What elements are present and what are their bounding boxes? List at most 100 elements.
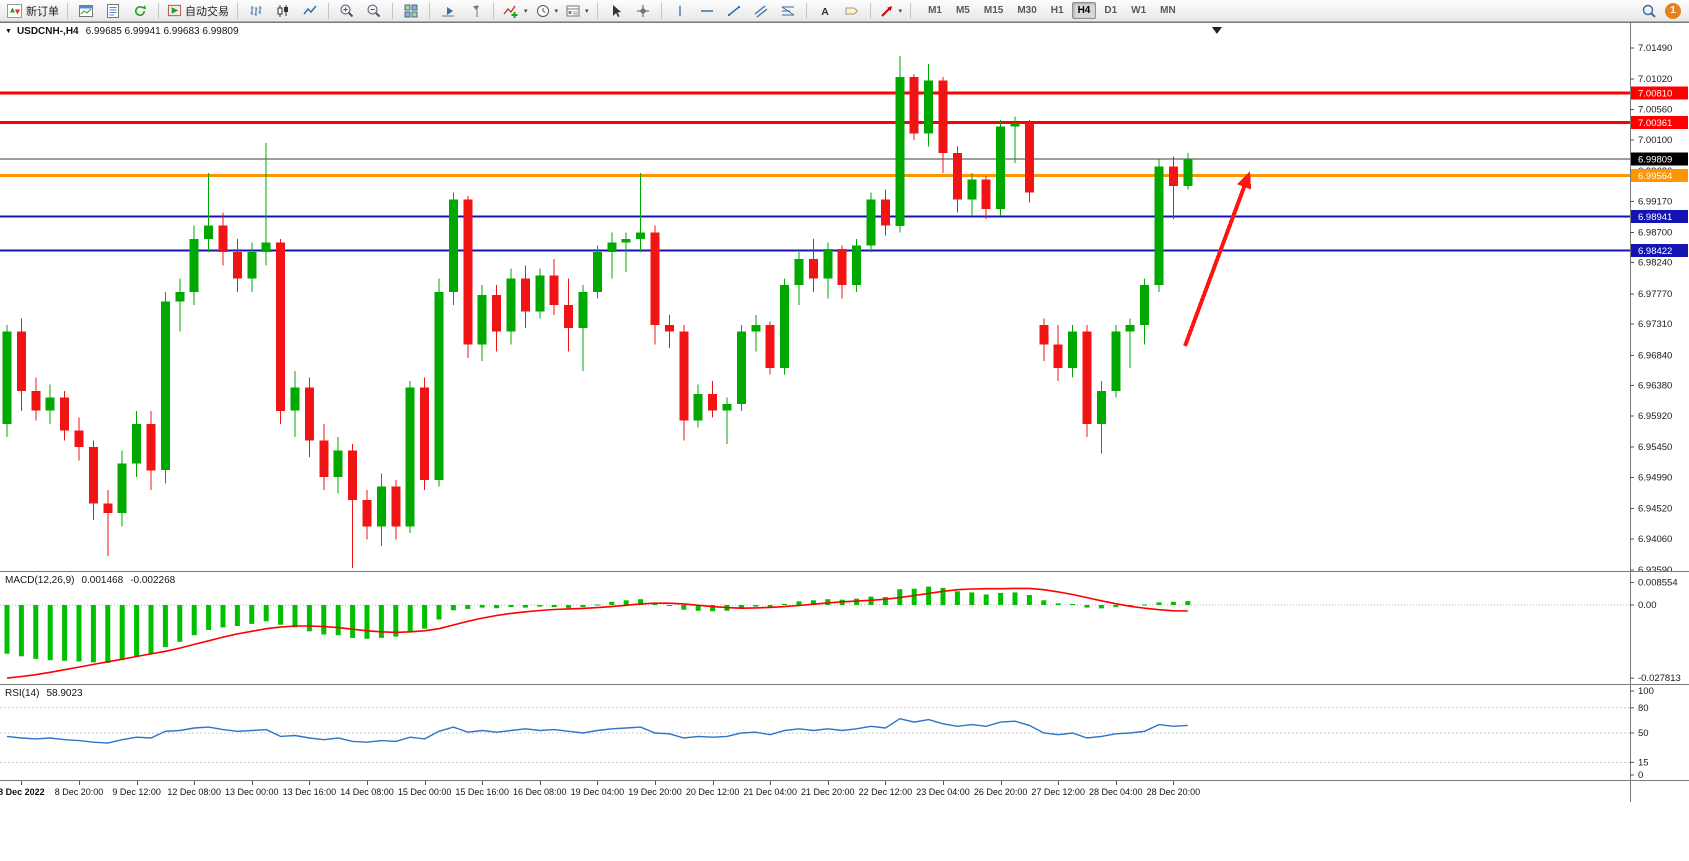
timeframe-button-w1[interactable]: W1: [1131, 5, 1147, 16]
time-label: 26 Dec 20:00: [973, 787, 1028, 797]
time-label: 16 Dec 08:00: [513, 787, 567, 797]
indicators-button[interactable]: ▾: [499, 0, 531, 22]
main-chart-canvas[interactable]: 7.014907.010207.005607.001006.996306.991…: [0, 23, 1689, 571]
timeframe-button-h4[interactable]: H4: [1071, 2, 1097, 19]
chart-window: 7.014907.010207.005607.001006.996306.991…: [0, 22, 1689, 861]
data-window-button[interactable]: [100, 0, 126, 22]
auto-trading-button[interactable]: 自动交易: [164, 0, 232, 22]
channel-icon: [754, 4, 767, 18]
svg-text:7.00100: 7.00100: [1638, 135, 1672, 146]
periods-button[interactable]: ▾: [532, 0, 562, 22]
trendline-tool-button[interactable]: [721, 0, 747, 22]
chart-shift-button[interactable]: [462, 0, 488, 22]
bar-chart-icon: [250, 5, 262, 16]
bar-chart-mode-button[interactable]: [243, 0, 269, 22]
chart-ohlc-values: 6.99685 6.99941 6.99683 6.99809: [85, 26, 239, 37]
search-button[interactable]: [1636, 0, 1662, 22]
tile-windows-icon: [404, 4, 418, 17]
line-chart-mode-button[interactable]: [297, 0, 323, 22]
trendline-icon: [727, 5, 740, 16]
timeframe-button-d1[interactable]: D1: [1104, 5, 1118, 16]
auto-scroll-button[interactable]: [435, 0, 461, 22]
toolbar-separator: [67, 2, 68, 19]
refresh-button[interactable]: [127, 0, 153, 22]
channel-tool-button[interactable]: [748, 0, 774, 22]
time-label: 9 Dec 12:00: [112, 787, 161, 797]
arrows-tool-button[interactable]: ▾: [876, 0, 906, 22]
macd-panel[interactable]: 0.008554 0.00 -0.027813 MACD(12,26,9) 0.00…: [0, 571, 1689, 684]
search-icon: [1642, 4, 1656, 18]
macd-label: MACD(12,26,9): [5, 575, 75, 586]
toolbar-separator: [660, 2, 662, 19]
svg-text:6.99170: 6.99170: [1638, 196, 1672, 207]
text-label-tool-button[interactable]: [839, 0, 865, 22]
svg-text:6.98422: 6.98422: [1638, 246, 1672, 257]
dropdown-caret-icon: ▾: [898, 7, 903, 15]
arrow-shape-icon: [880, 5, 892, 17]
time-label: 13 Dec 00:00: [225, 787, 279, 797]
text-tool-button[interactable]: A: [812, 0, 838, 22]
svg-text:0.008554: 0.008554: [1638, 578, 1678, 589]
svg-text:6.99809: 6.99809: [1638, 155, 1672, 166]
timeframe-button-m30[interactable]: M30: [1017, 5, 1037, 16]
time-label: 28 Dec 04:00: [1089, 787, 1143, 797]
candlestick-mode-button[interactable]: [270, 0, 296, 22]
toolbar-separator: [596, 2, 598, 19]
rsi-panel[interactable]: 100 80 50 15 0 RSI(14) 58.9023: [0, 684, 1689, 780]
toolbar-separator: [328, 2, 329, 19]
charts-window-button[interactable]: [73, 0, 99, 22]
crosshair-tool-button[interactable]: [630, 0, 656, 22]
zoom-out-button[interactable]: [361, 0, 387, 22]
horizontal-line-tool-button[interactable]: [694, 0, 720, 22]
time-label: 22 Dec 12:00: [858, 787, 913, 797]
one-click-trading-toggle[interactable]: ▼: [5, 28, 12, 35]
svg-text:7.00560: 7.00560: [1638, 105, 1672, 116]
svg-text:A: A: [821, 5, 829, 17]
macd-canvas[interactable]: 0.008554 0.00 -0.027813: [0, 572, 1689, 684]
svg-text:0.00: 0.00: [1638, 600, 1657, 611]
timeframe-button-m1[interactable]: M1: [928, 5, 942, 16]
templates-button[interactable]: ▾: [562, 0, 592, 22]
time-label: 8 Dec 2022: [0, 787, 45, 797]
svg-text:-0.027813: -0.027813: [1638, 673, 1681, 684]
toolbar-separator: [805, 2, 807, 19]
main-chart-panel[interactable]: 7.014907.010207.005607.001006.996306.991…: [0, 22, 1689, 571]
time-label: 23 Dec 04:00: [916, 787, 970, 797]
macd-histogram: [4, 586, 1191, 663]
auto-scroll-icon: [442, 6, 454, 16]
cursor-tool-button[interactable]: [603, 0, 629, 22]
rsi-label: RSI(14): [5, 688, 40, 699]
zoom-in-button[interactable]: [334, 0, 360, 22]
time-label: 21 Dec 20:00: [801, 787, 855, 797]
svg-text:100: 100: [1638, 686, 1654, 697]
chart-symbol-period: USDCNH-,H4: [16, 26, 79, 37]
svg-text:7.00361: 7.00361: [1638, 118, 1672, 129]
time-label: 19 Dec 04:00: [570, 787, 625, 797]
svg-text:6.95920: 6.95920: [1638, 411, 1672, 422]
timeframe-button-m15[interactable]: M15: [983, 5, 1004, 16]
time-label: 15 Dec 16:00: [455, 787, 509, 797]
time-axis[interactable]: 8 Dec 2022 8 Dec 20:00 9 Dec 12:00 12 Dec 0…: [0, 780, 1689, 802]
time-label: 13 Dec 16:00: [282, 787, 337, 797]
time-label: 20 Dec 12:00: [685, 787, 740, 797]
tile-windows-button[interactable]: [398, 0, 424, 22]
timeframe-group: M1 M5 M15 M30 H1 H4 D1 W1 MN: [922, 2, 1182, 19]
vertical-line-tool-button[interactable]: [667, 0, 693, 22]
svg-text:15: 15: [1638, 757, 1649, 768]
svg-text:6.97310: 6.97310: [1638, 319, 1672, 330]
toolbar-separator: [910, 2, 912, 19]
refresh-icon: [135, 4, 146, 16]
user-avatar[interactable]: 1: [1665, 2, 1681, 19]
timeframe-button-mn[interactable]: MN: [1160, 5, 1176, 16]
macd-main-value: 0.001468: [81, 575, 124, 586]
crosshair-icon: [636, 4, 649, 17]
cursor-icon: [612, 4, 621, 17]
fibonacci-tool-button[interactable]: [775, 0, 801, 22]
new-order-button[interactable]: 新订单: [4, 0, 62, 22]
timeframe-button-h1[interactable]: H1: [1050, 5, 1064, 16]
timeframe-button-m5[interactable]: M5: [955, 5, 970, 16]
svg-text:7.00810: 7.00810: [1638, 88, 1672, 99]
svg-text:0: 0: [1638, 770, 1643, 780]
rsi-canvas[interactable]: 100 80 50 15 0: [0, 685, 1689, 780]
zoom-in-icon: [340, 4, 354, 17]
